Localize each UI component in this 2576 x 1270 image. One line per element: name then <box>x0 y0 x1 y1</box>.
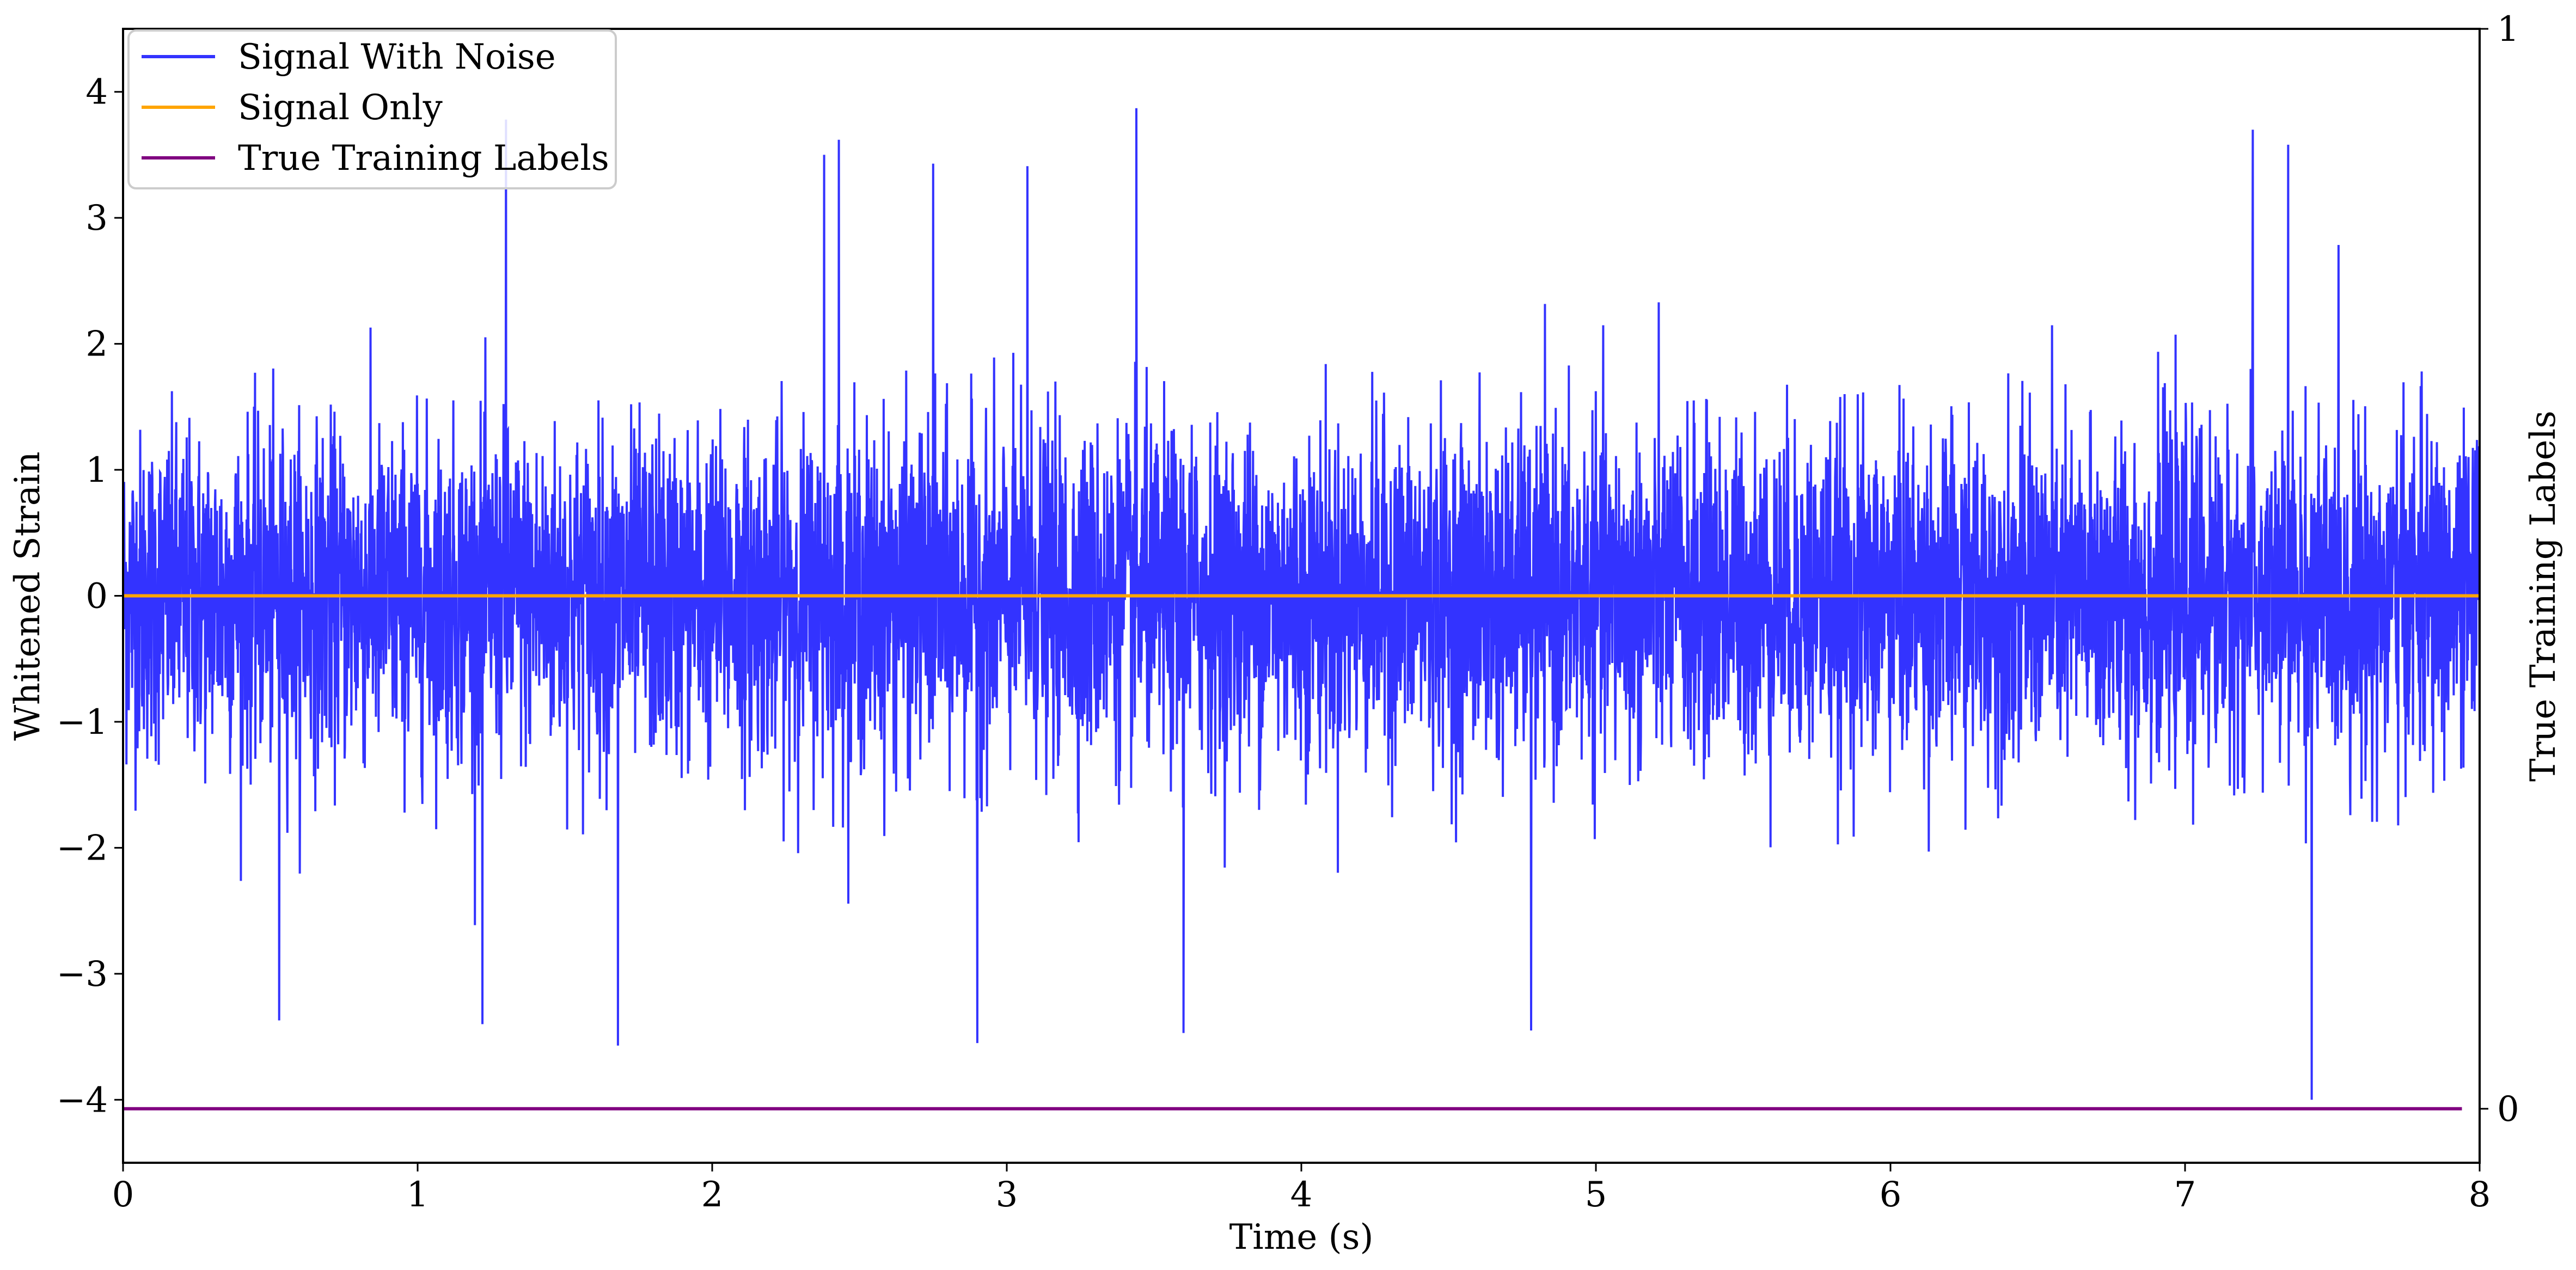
y-tick-label: 4 <box>85 72 108 113</box>
x-axis: 0 1 2 3 4 5 6 7 8 <box>112 1163 2491 1215</box>
legend-label-signal-only: Signal Only <box>238 88 443 128</box>
x-tick-label: 5 <box>1585 1175 1607 1215</box>
y-tick-label: −2 <box>57 828 108 868</box>
x-tick-label: 3 <box>996 1175 1018 1215</box>
legend-box <box>127 29 617 189</box>
legend-label-true-training-labels: True Training Labels <box>238 138 609 179</box>
x-tick-label: 2 <box>701 1175 724 1215</box>
x-tick-label: 6 <box>1880 1175 1902 1215</box>
x-tick-label: 1 <box>407 1175 429 1215</box>
y2-axis: 01 <box>2480 9 2519 1130</box>
y2-axis-label: True Training Labels <box>2523 410 2563 782</box>
x-axis-label: Time (s) <box>1229 1217 1374 1257</box>
y-tick-label: 2 <box>85 324 108 365</box>
legend-label-signal-with-noise: Signal With Noise <box>238 37 556 77</box>
y-axis: −4 −3 −2 −1 0 1 2 3 4 <box>57 72 123 1120</box>
y-tick-label: 0 <box>85 576 108 617</box>
y-tick-label: 1 <box>85 450 108 490</box>
series-signal-with-noise <box>123 108 2480 1100</box>
x-tick-label: 4 <box>1290 1175 1313 1215</box>
y2-tick-label: 1 <box>2497 9 2519 50</box>
y-tick-label: −4 <box>57 1080 108 1120</box>
y-axis-label: Whitened Strain <box>8 451 48 740</box>
legend: Signal With Noise Signal Only True Train… <box>127 29 617 189</box>
plot-area <box>123 108 2480 1111</box>
noise-trace <box>123 108 2480 1100</box>
y-tick-label: −1 <box>57 702 108 743</box>
x-tick-label: 7 <box>2174 1175 2196 1215</box>
y-tick-label: −3 <box>57 954 108 995</box>
y-tick-label: 3 <box>85 198 108 238</box>
y2-tick-label: 0 <box>2497 1089 2519 1130</box>
x-tick-label: 8 <box>2469 1175 2491 1215</box>
x-tick-label: 0 <box>112 1175 134 1215</box>
